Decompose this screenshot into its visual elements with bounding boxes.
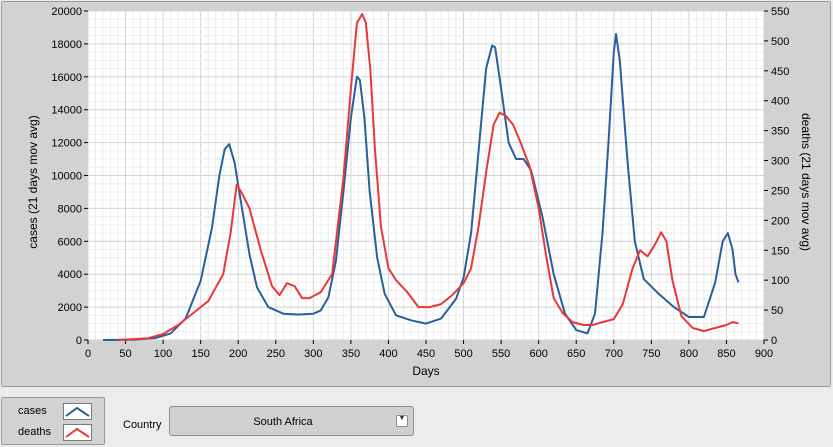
x-tick-label: 150 <box>191 348 209 360</box>
country-label: Country <box>123 419 162 431</box>
legend-label-deaths: deaths <box>18 426 52 438</box>
x-tick-label: 900 <box>755 348 773 360</box>
x-tick-label: 50 <box>119 348 131 360</box>
x-tick-label: 200 <box>229 348 247 360</box>
y-right-tick-label: 450 <box>771 66 789 78</box>
x-tick-label: 700 <box>605 348 623 360</box>
y-right-tick-label: 350 <box>771 126 789 138</box>
legend-item-cases: cases <box>2 402 104 422</box>
chart-panel: 0 50 100 150 200 250 300 350 400 450 500 550 600 650 7… <box>1 1 831 387</box>
x-tick-label: 550 <box>492 348 510 360</box>
x-tick-label: 300 <box>304 348 322 360</box>
y-right-tick-label: 500 <box>771 36 789 48</box>
legend-swatch-deaths <box>63 424 92 441</box>
x-axis-title: Days <box>412 364 439 378</box>
y-left-tick-label: 8000 <box>58 203 82 215</box>
series-layer <box>102 13 740 341</box>
x-tick-label: 600 <box>529 348 547 360</box>
grid <box>87 10 765 341</box>
y-axis-left-title: cases (21 days mov avg) <box>26 115 40 248</box>
y-right-tick-label: 100 <box>771 275 789 287</box>
x-tick-label: 800 <box>680 348 698 360</box>
y-left-tick-label: 10000 <box>51 171 82 183</box>
x-tick-label: 400 <box>379 348 397 360</box>
x-tick-label: 450 <box>417 348 435 360</box>
y-right-tick-label: 250 <box>771 185 789 197</box>
line-swatch-icon <box>65 427 90 438</box>
x-tick-label: 250 <box>267 348 285 360</box>
y-right-tick-label: 300 <box>771 156 789 168</box>
x-tick-label: 100 <box>154 348 172 360</box>
x-tick-label: 650 <box>567 348 585 360</box>
y-right-tick-label: 550 <box>771 6 789 18</box>
y-left-tick-label: 20000 <box>51 6 82 18</box>
y-right-tick-label: 200 <box>771 215 789 227</box>
y-left-tick-label: 6000 <box>58 236 82 248</box>
legend-item-deaths: deaths <box>2 423 104 443</box>
legend-swatch-cases <box>63 403 92 420</box>
legend: cases deaths <box>1 397 105 445</box>
chevron-down-icon[interactable]: ▼ <box>396 415 408 427</box>
x-tick-label: 0 <box>85 348 91 360</box>
x-tick-label: 500 <box>454 348 472 360</box>
y-left-tick-label: 2000 <box>58 302 82 314</box>
x-tick-label: 850 <box>717 348 735 360</box>
y-right-tick-label: 0 <box>771 335 777 347</box>
y-right-tick-label: 150 <box>771 245 789 257</box>
cases-deaths-chart: 0 50 100 150 200 250 300 350 400 450 500 550 600 650 7… <box>26 6 813 378</box>
y-left-tick-label: 14000 <box>51 105 82 117</box>
y-left-tick-label: 4000 <box>58 269 82 281</box>
series-line-cases <box>102 33 740 341</box>
y-axis-right-title: deaths (21 days mov avg) <box>799 113 813 251</box>
y-right-tick-label: 50 <box>771 305 783 317</box>
legend-label-cases: cases <box>18 405 47 417</box>
x-tick-label: 350 <box>342 348 360 360</box>
line-swatch-icon <box>65 406 90 417</box>
y-left-tick-label: 16000 <box>51 72 82 84</box>
country-select-value: South Africa <box>253 416 313 428</box>
y-right-tick-label: 400 <box>771 96 789 108</box>
y-left-tick-label: 12000 <box>51 138 82 150</box>
x-tick-label: 750 <box>642 348 660 360</box>
y-left-tick-label: 0 <box>76 335 82 347</box>
y-left-tick-label: 18000 <box>51 39 82 51</box>
country-select[interactable]: South Africa ▼ <box>169 406 414 436</box>
series-line-deaths <box>117 13 739 341</box>
